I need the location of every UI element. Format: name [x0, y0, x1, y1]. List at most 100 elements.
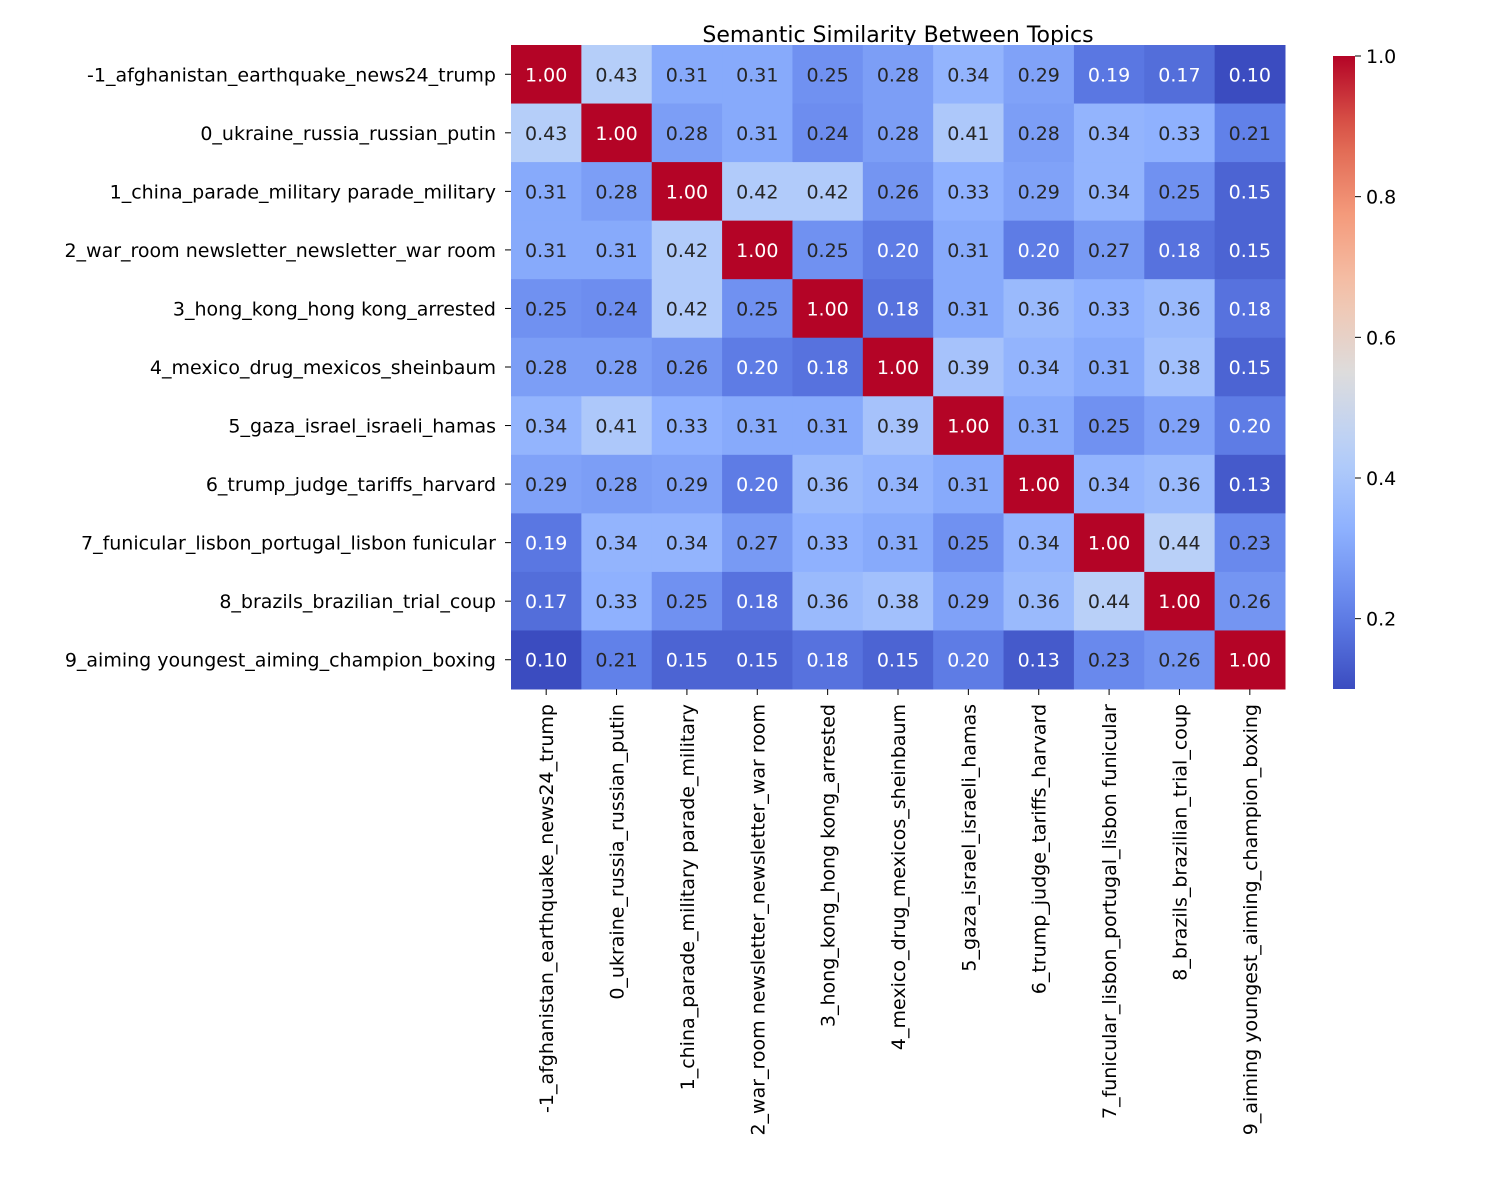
cell-value-label: 0.21 [595, 650, 637, 672]
heatmap-cell [722, 396, 793, 456]
heatmap-cell [1003, 220, 1075, 280]
heatmap-cell [511, 337, 582, 397]
heatmap-cell [1073, 162, 1145, 222]
heatmap-cell [862, 45, 934, 105]
cell-value-label: 0.29 [1158, 416, 1200, 438]
cell-value-label: 0.24 [806, 123, 848, 145]
cell-value-label: 0.43 [525, 123, 567, 145]
cell-value-label: 0.41 [595, 416, 637, 438]
heatmap-cell [1003, 454, 1075, 514]
cell-value-label: 0.43 [595, 64, 637, 86]
cell-value-label: 0.34 [525, 416, 567, 438]
cell-value-label: 0.18 [806, 650, 848, 672]
cell-value-label: 0.34 [666, 533, 708, 555]
cell-value-label: 0.42 [666, 298, 708, 320]
cell-value-label: 0.31 [806, 416, 848, 438]
cell-value-label: 0.36 [806, 591, 848, 613]
cell-value-label: 0.39 [877, 416, 919, 438]
cell-value-label: 0.33 [1088, 298, 1130, 320]
heatmap-cell [1214, 454, 1286, 514]
cell-value-label: 0.31 [525, 240, 567, 262]
cell-value-label: 0.25 [806, 240, 848, 262]
cell-value-label: 0.34 [877, 474, 919, 496]
heatmap-cell [792, 279, 864, 339]
colorbar-ticks: 0.2 0.4 0.6 0.8 1.0 [1355, 46, 1396, 631]
heatmap-cell [1073, 513, 1145, 573]
heatmap-cell [722, 630, 793, 690]
cell-value-label: 1.00 [806, 298, 848, 320]
heatmap-cell [581, 220, 653, 280]
heatmap-cell [1073, 337, 1145, 397]
heatmap-cell [1073, 279, 1145, 339]
heatmap-cell [933, 571, 1005, 631]
heatmap-cell [1144, 279, 1216, 339]
cell-value-label: 0.18 [1229, 298, 1271, 320]
cell-value-label: 0.20 [947, 650, 989, 672]
x-tick-label: 4_mexico_drug_mexicos_sheinbaum [888, 704, 910, 1050]
y-tick-label: 5_gaza_israel_israeli_hamas [228, 416, 496, 438]
heatmap-cell [1144, 630, 1216, 690]
heatmap-cell [862, 103, 934, 163]
heatmap-cell [1073, 220, 1145, 280]
cell-value-label: 0.39 [947, 357, 989, 379]
cell-value-label: 0.34 [947, 64, 989, 86]
cell-value-label: 0.28 [595, 181, 637, 203]
cell-value-label: 1.00 [736, 240, 778, 262]
cell-value-label: 0.25 [947, 533, 989, 555]
heatmap-cell [1214, 396, 1286, 456]
heatmap-cell [1003, 513, 1075, 573]
cell-value-label: 0.13 [1229, 474, 1271, 496]
heatmap-cell [581, 279, 653, 339]
cell-value-label: 0.17 [1158, 64, 1200, 86]
heatmap-cell [1214, 45, 1286, 105]
colorbar-tick-label: 0.4 [1366, 468, 1396, 490]
heatmap-cells: 1.00 0.43 0.31 0.31 0.25 0.28 0.34 0.29 0.19 0.17… [511, 45, 1286, 690]
heatmap-cell [933, 630, 1005, 690]
heatmap-cell [1003, 396, 1075, 456]
cell-value-label: 0.15 [1229, 181, 1271, 203]
cell-value-label: 0.42 [806, 181, 848, 203]
heatmap-cell [1003, 45, 1075, 105]
cell-value-label: 0.17 [525, 591, 567, 613]
cell-value-label: 0.10 [525, 650, 567, 672]
heatmap-cell [1214, 571, 1286, 631]
x-tick-labels: -1_afghanistan_earthquake_news24_trump 0_… [536, 689, 1262, 1136]
x-tick-label: -1_afghanistan_earthquake_news24_trump [536, 704, 558, 1113]
cell-value-label: 0.15 [666, 650, 708, 672]
cell-value-label: 0.25 [525, 298, 567, 320]
heatmap-cell [722, 45, 793, 105]
cell-value-label: 0.33 [595, 591, 637, 613]
cell-value-label: 0.36 [1158, 474, 1200, 496]
cell-value-label: 0.44 [1088, 591, 1130, 613]
heatmap-cell [1144, 454, 1216, 514]
heatmap-cell [933, 454, 1005, 514]
y-tick-label: 4_mexico_drug_mexicos_sheinbaum [150, 357, 496, 379]
cell-value-label: 0.15 [877, 650, 919, 672]
heatmap-cell [792, 454, 864, 514]
cell-value-label: 0.29 [666, 474, 708, 496]
cell-value-label: 0.26 [666, 357, 708, 379]
cell-value-label: 0.38 [1158, 357, 1200, 379]
cell-value-label: 0.29 [525, 474, 567, 496]
cell-value-label: 0.31 [947, 240, 989, 262]
heatmap-cell [722, 103, 793, 163]
y-tick-label: 9_aiming youngest_aiming_champion_boxing [65, 650, 496, 672]
heatmap-cell [933, 103, 1005, 163]
cell-value-label: 0.25 [666, 591, 708, 613]
cell-value-label: 0.24 [595, 298, 637, 320]
cell-value-label: 0.31 [595, 240, 637, 262]
heatmap-cell [792, 513, 864, 573]
heatmap-cell [581, 630, 653, 690]
cell-value-label: 0.38 [877, 591, 919, 613]
heatmap-cell [511, 162, 582, 222]
cell-value-label: 0.23 [1088, 650, 1130, 672]
cell-value-label: 0.36 [1018, 298, 1060, 320]
cell-value-label: 0.28 [595, 474, 637, 496]
cell-value-label: 0.19 [525, 533, 567, 555]
cell-value-label: 0.28 [525, 357, 567, 379]
cell-value-label: 1.00 [877, 357, 919, 379]
heatmap-cell [581, 571, 653, 631]
heatmap-cell [1214, 220, 1286, 280]
heatmap-cell [1003, 571, 1075, 631]
